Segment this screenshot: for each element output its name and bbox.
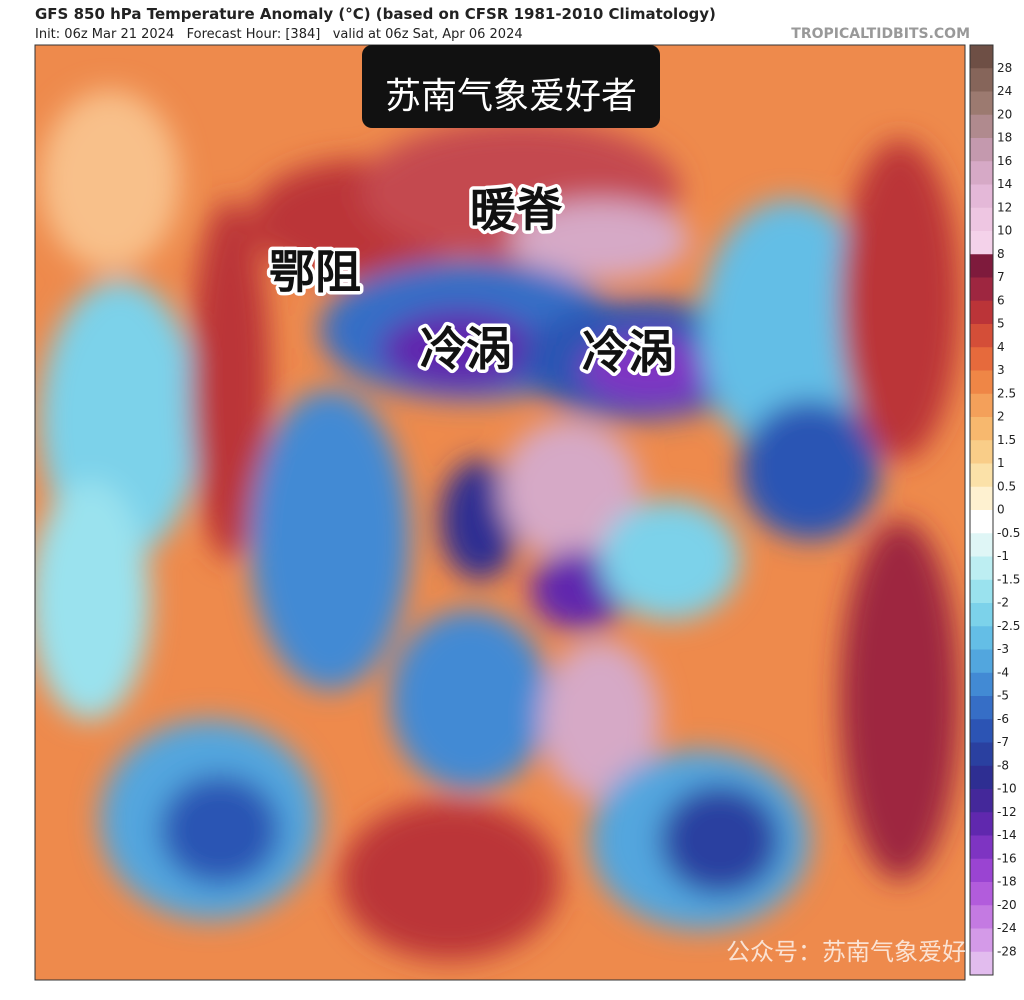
colorbar-segment [970, 533, 993, 557]
map-label: 冷涡 [420, 322, 512, 376]
colorbar-tick-label: 2.5 [997, 386, 1016, 400]
colorbar-tick-label: -10 [997, 782, 1017, 796]
colorbar-tick-label: -0.5 [997, 526, 1020, 540]
colorbar-segment [970, 45, 993, 69]
colorbar: 28 24 20 18 16 14 12 10 8 7 6 5 4 3 2.5 2 1.5 1 0.5 0 -0.5 -1… [969, 44, 1020, 976]
colorbar-tick-label: -4 [997, 665, 1009, 679]
colorbar-tick-label: 24 [997, 84, 1012, 98]
colorbar-tick-label: 18 [997, 131, 1012, 145]
map-label: 鄂阻 [269, 245, 361, 299]
colorbar-segment [970, 556, 993, 581]
colorbar-segment [970, 928, 993, 953]
colorbar-segment [970, 231, 993, 255]
colorbar-tick-label: -2.5 [997, 619, 1020, 633]
colorbar-segment [970, 393, 993, 418]
colorbar-tick-label: 0 [997, 503, 1005, 517]
colorbar-segment [970, 835, 993, 860]
colorbar-segment [970, 789, 993, 813]
title: GFS 850 hPa Temperature Anomaly (°C) (ba… [35, 5, 716, 23]
colorbar-tick-label: 2 [997, 410, 1005, 424]
colorbar-segment [970, 91, 993, 116]
colorbar-segment [970, 440, 993, 464]
banner: 苏南气象爱好者 [385, 76, 637, 117]
colorbar-tick-label: 10 [997, 224, 1012, 238]
colorbar-tick-label: -24 [997, 921, 1017, 935]
colorbar-segment [970, 417, 993, 441]
colorbar-tick-label: 0.5 [997, 479, 1016, 493]
colorbar-segment [970, 858, 993, 883]
colorbar-segment [970, 463, 993, 488]
colorbar-segment [970, 370, 993, 395]
colorbar-segment [970, 486, 993, 511]
colorbar-segment [970, 812, 993, 836]
colorbar-segment [970, 184, 993, 209]
colorbar-segment [970, 765, 993, 790]
source: TROPICALTIDBITS.COM [791, 26, 970, 42]
colorbar-tick-label: 20 [997, 107, 1012, 121]
colorbar-tick-label: -20 [997, 898, 1017, 912]
colorbar-segment [970, 649, 993, 674]
colorbar-tick-label: -8 [997, 758, 1009, 772]
colorbar-tick-label: 12 [997, 200, 1012, 214]
colorbar-segment [970, 626, 993, 650]
colorbar-tick-label: -12 [997, 805, 1017, 819]
colorbar-tick-label: 8 [997, 247, 1005, 261]
watermark: 公众号：苏南气象爱好者 [726, 938, 990, 966]
colorbar-tick-label: 16 [997, 154, 1012, 168]
colorbar-tick-label: 4 [997, 340, 1005, 354]
colorbar-tick-label: -7 [997, 735, 1009, 749]
colorbar-segment [970, 347, 993, 371]
colorbar-tick-label: 3 [997, 363, 1005, 377]
colorbar-tick-label: -28 [997, 944, 1017, 958]
map [35, 45, 965, 980]
colorbar-segment [970, 672, 993, 697]
colorbar-tick-label: 5 [997, 317, 1005, 331]
colorbar-segment [970, 510, 993, 534]
colorbar-tick-label: -14 [997, 828, 1017, 842]
colorbar-segment [970, 719, 993, 743]
colorbar-tick-label: -18 [997, 875, 1017, 889]
colorbar-segment [970, 579, 993, 604]
banner-box [362, 45, 660, 128]
map-label: 冷涡 [582, 325, 674, 379]
colorbar-tick-label: 14 [997, 177, 1012, 191]
colorbar-tick-label: -2 [997, 596, 1009, 610]
colorbar-segment [970, 138, 993, 162]
colorbar-segment [970, 696, 993, 720]
colorbar-tick-label: -1 [997, 549, 1009, 563]
colorbar-segment [970, 207, 993, 232]
colorbar-tick-label: 7 [997, 270, 1005, 284]
colorbar-tick-label: -6 [997, 712, 1009, 726]
colorbar-segment [970, 300, 993, 325]
colorbar-tick-label: 28 [997, 61, 1012, 75]
colorbar-segment [970, 68, 993, 92]
map-label: 暖脊 [470, 183, 563, 237]
colorbar-segment [970, 277, 993, 302]
colorbar-segment [970, 161, 993, 185]
colorbar-segment [970, 114, 993, 139]
subtitle: Init: 06z Mar 21 2024 Forecast Hour: [38… [35, 27, 523, 42]
colorbar-segment [970, 324, 993, 348]
colorbar-tick-label: -5 [997, 689, 1009, 703]
colorbar-segment [970, 951, 993, 976]
colorbar-segment [970, 254, 993, 278]
colorbar-tick-label: -16 [997, 851, 1017, 865]
colorbar-segment [970, 742, 993, 767]
colorbar-tick-label: 1.5 [997, 433, 1016, 447]
colorbar-frame [969, 44, 994, 976]
colorbar-tick-label: -1.5 [997, 572, 1020, 586]
colorbar-tick-label: -3 [997, 642, 1009, 656]
colorbar-tick-label: 6 [997, 293, 1005, 307]
colorbar-segment [970, 905, 993, 929]
colorbar-tick-label: 1 [997, 456, 1005, 470]
colorbar-segment [970, 882, 993, 906]
colorbar-segment [970, 603, 993, 627]
